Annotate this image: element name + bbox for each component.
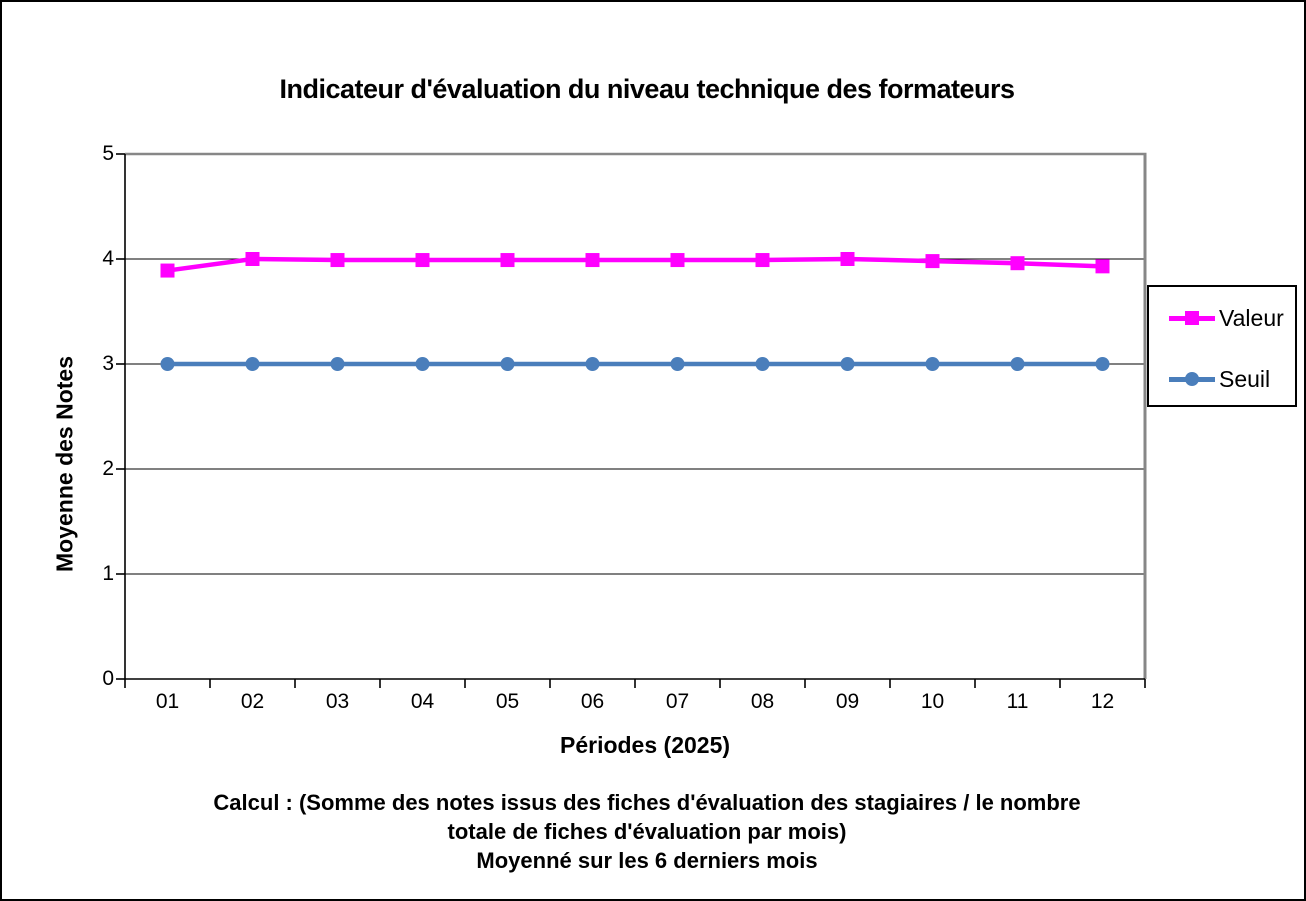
legend-label-seuil: Seuil bbox=[1219, 365, 1271, 392]
seuil-circle-marker-icon bbox=[1185, 372, 1199, 386]
y-tick-label: 5 bbox=[102, 142, 114, 165]
x-tick-label: 04 bbox=[410, 690, 435, 713]
y-tick-label: 1 bbox=[102, 562, 114, 585]
y-axis-title: Moyenne des Notes bbox=[51, 356, 78, 572]
x-tick-label: 09 bbox=[835, 690, 860, 713]
valeur-line-sample-icon bbox=[1169, 304, 1215, 332]
legend-label-valeur: Valeur bbox=[1219, 304, 1284, 331]
chart-title: Indicateur d'évaluation du niveau techni… bbox=[279, 74, 1015, 104]
calculation-note-line: Calcul : (Somme des notes issus des fich… bbox=[213, 790, 1081, 815]
legend-item-seuil: Seuil bbox=[1169, 365, 1270, 393]
calculation-note: Calcul : (Somme des notes issus des fich… bbox=[2, 788, 1292, 875]
y-tick-label: 0 bbox=[102, 667, 114, 690]
x-tick-label: 05 bbox=[495, 690, 520, 713]
y-tick-label: 3 bbox=[102, 352, 114, 375]
x-tick-label: 11 bbox=[1006, 690, 1029, 713]
x-tick-label: 07 bbox=[665, 690, 690, 713]
x-tick-label: 06 bbox=[580, 690, 605, 713]
x-tick-label: 10 bbox=[920, 690, 945, 713]
calculation-note-line: Moyenné sur les 6 derniers mois bbox=[476, 848, 818, 873]
seuil-line-sample-icon bbox=[1169, 365, 1215, 393]
y-tick-label: 2 bbox=[102, 457, 114, 480]
x-tick-label: 08 bbox=[750, 690, 775, 713]
x-axis-title: Périodes (2025) bbox=[559, 732, 731, 758]
x-tick-label: 12 bbox=[1090, 690, 1115, 713]
valeur-square-marker-icon bbox=[1185, 311, 1199, 325]
y-tick-label: 4 bbox=[102, 247, 114, 270]
legend: Valeur Seuil bbox=[1147, 285, 1297, 407]
x-tick-label: 03 bbox=[325, 690, 350, 713]
calculation-note-line: totale de fiches d'évaluation par mois) bbox=[447, 819, 847, 844]
x-tick-label: 01 bbox=[155, 690, 180, 713]
x-tick-label: 02 bbox=[240, 690, 265, 713]
legend-item-valeur: Valeur bbox=[1169, 304, 1284, 332]
